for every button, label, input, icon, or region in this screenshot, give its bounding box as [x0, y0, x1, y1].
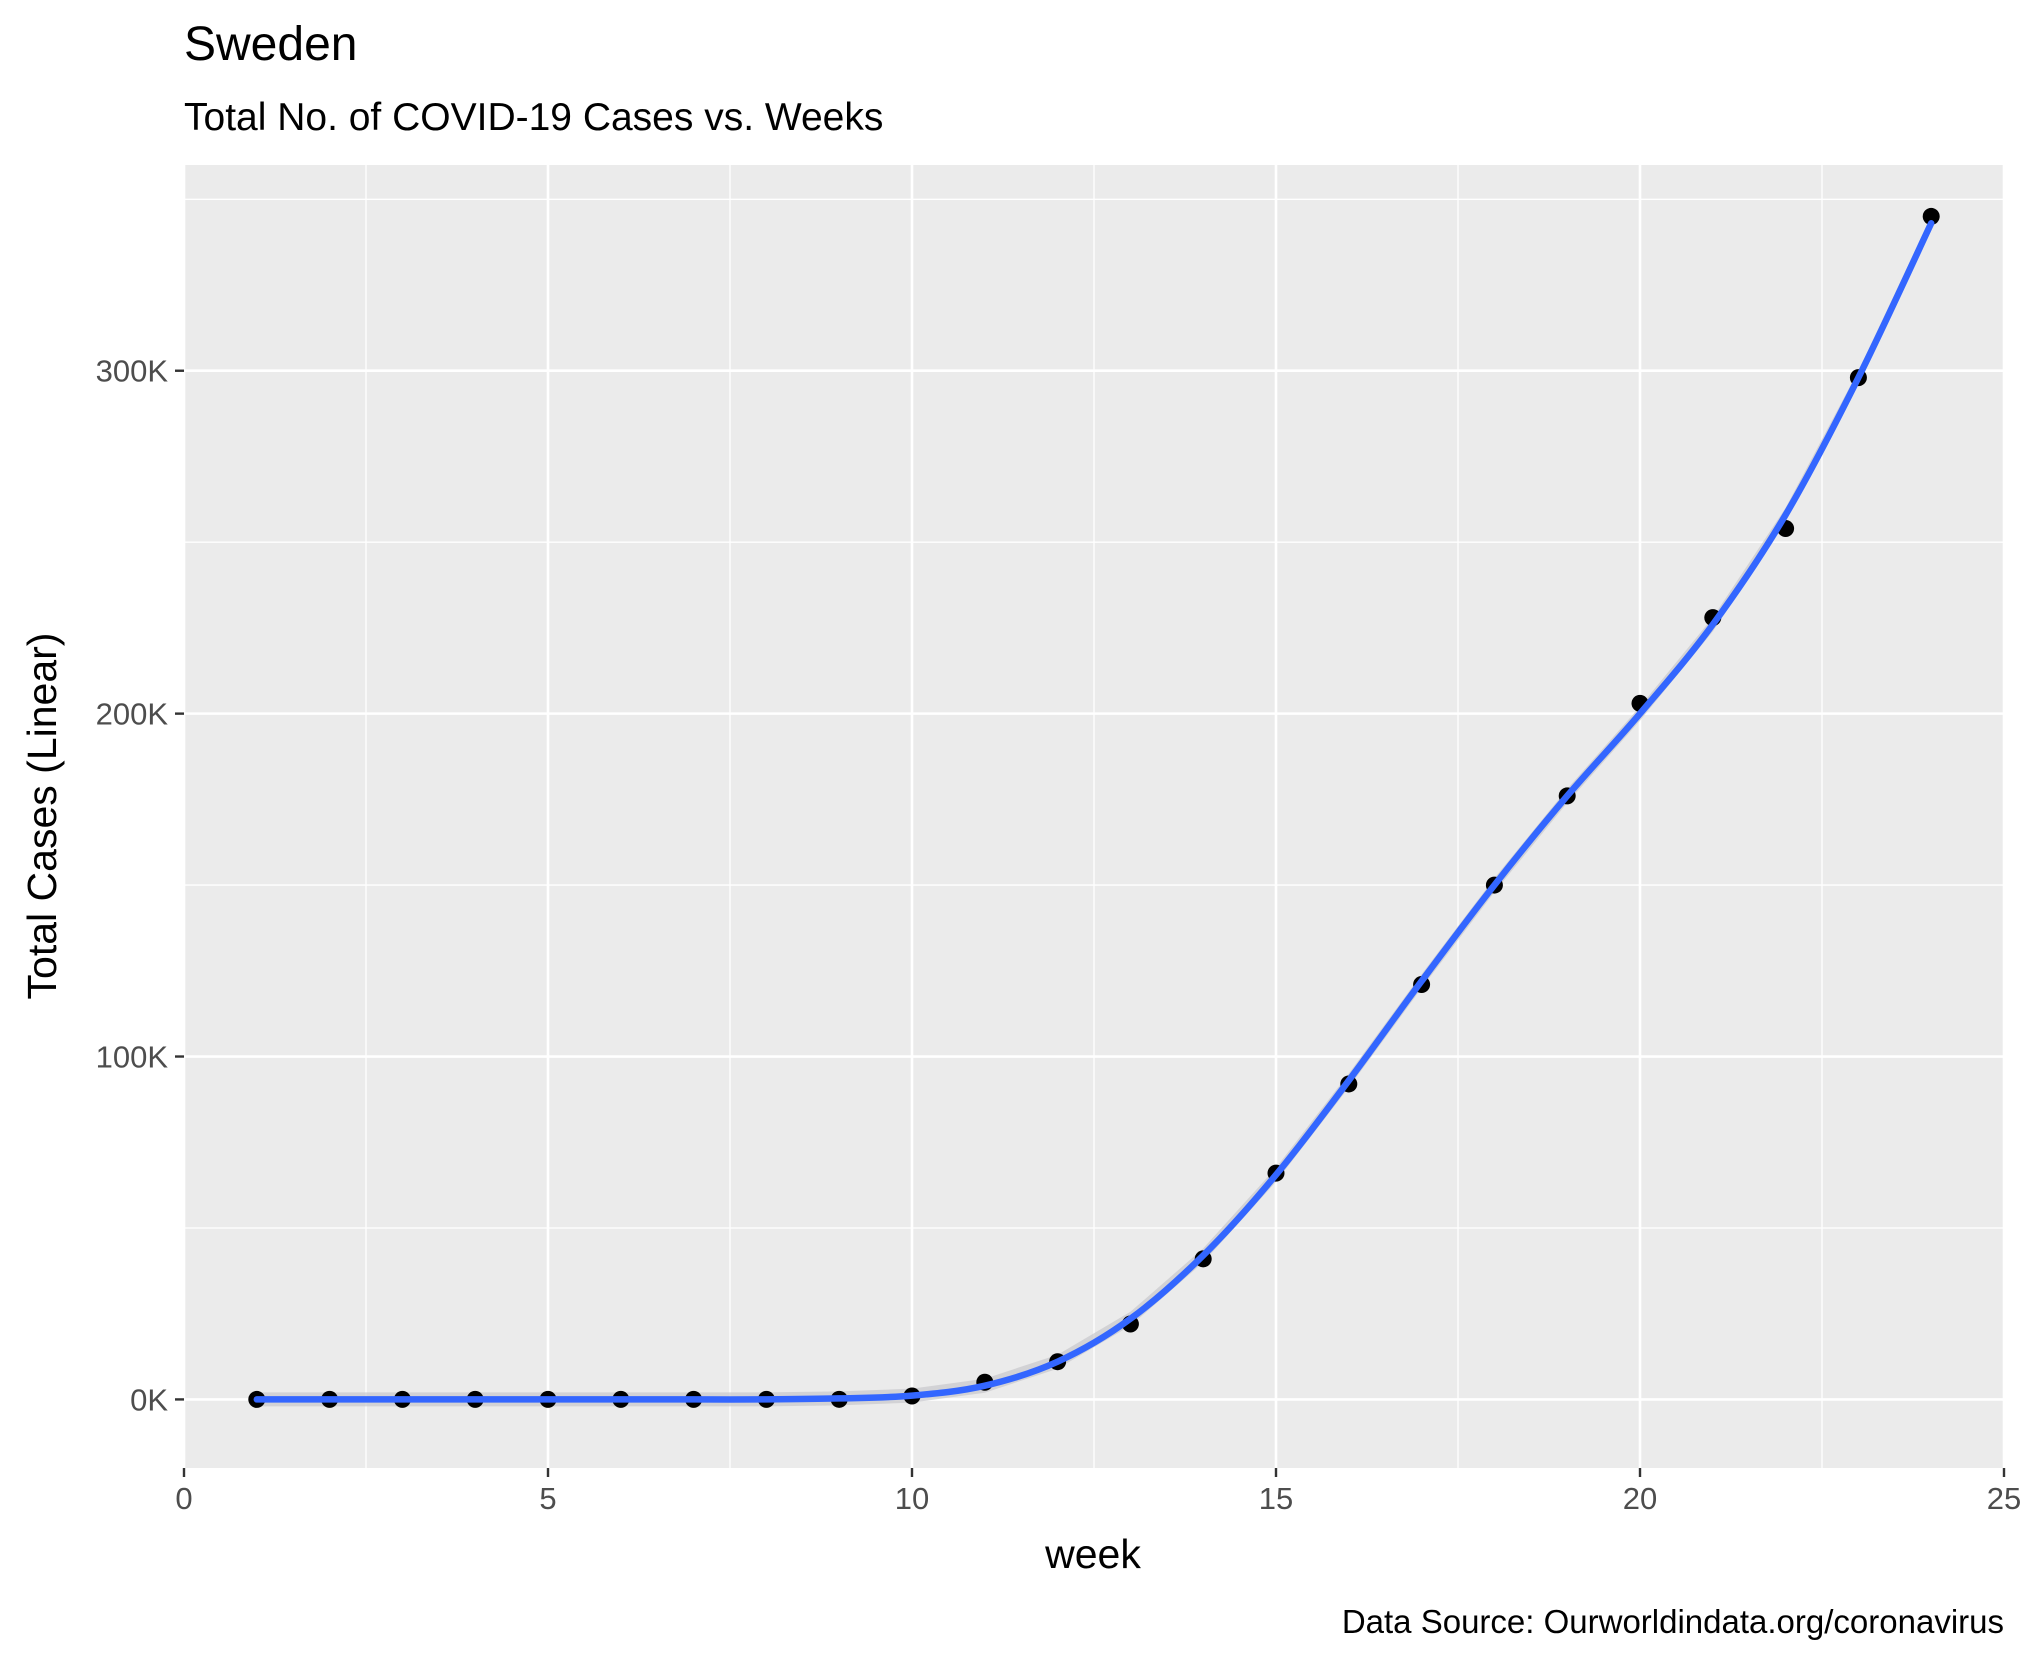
smooth-fit-line [253, 220, 1935, 1403]
x-tick-label: 20 [1623, 1481, 1657, 1516]
x-tick-label: 5 [539, 1481, 556, 1516]
data-point [1922, 207, 1940, 225]
smooth-line-layer [253, 220, 1935, 1403]
y-tick-label: 300K [96, 354, 169, 389]
x-tick-label: 25 [1987, 1481, 2021, 1516]
x-tick-label: 10 [895, 1481, 929, 1516]
chart-title: Sweden [184, 18, 357, 71]
x-tick-label: 15 [1259, 1481, 1293, 1516]
x-axis-label: week [1044, 1531, 1141, 1577]
y-tick-label: 200K [96, 697, 169, 732]
y-axis-label: Total Cases (Linear) [19, 633, 65, 1000]
chart-subtitle: Total No. of COVID-19 Cases vs. Weeks [184, 96, 883, 139]
x-tick-label: 0 [175, 1481, 192, 1516]
y-tick-label: 100K [96, 1040, 169, 1075]
axis-ticks: 0 5 10 15 20 25 0K 100K 200K 300K [96, 354, 2022, 1516]
chart-caption: Data Source: Ourworldindata.org/coronavi… [1342, 1603, 2004, 1640]
y-tick-label: 0K [130, 1382, 168, 1417]
